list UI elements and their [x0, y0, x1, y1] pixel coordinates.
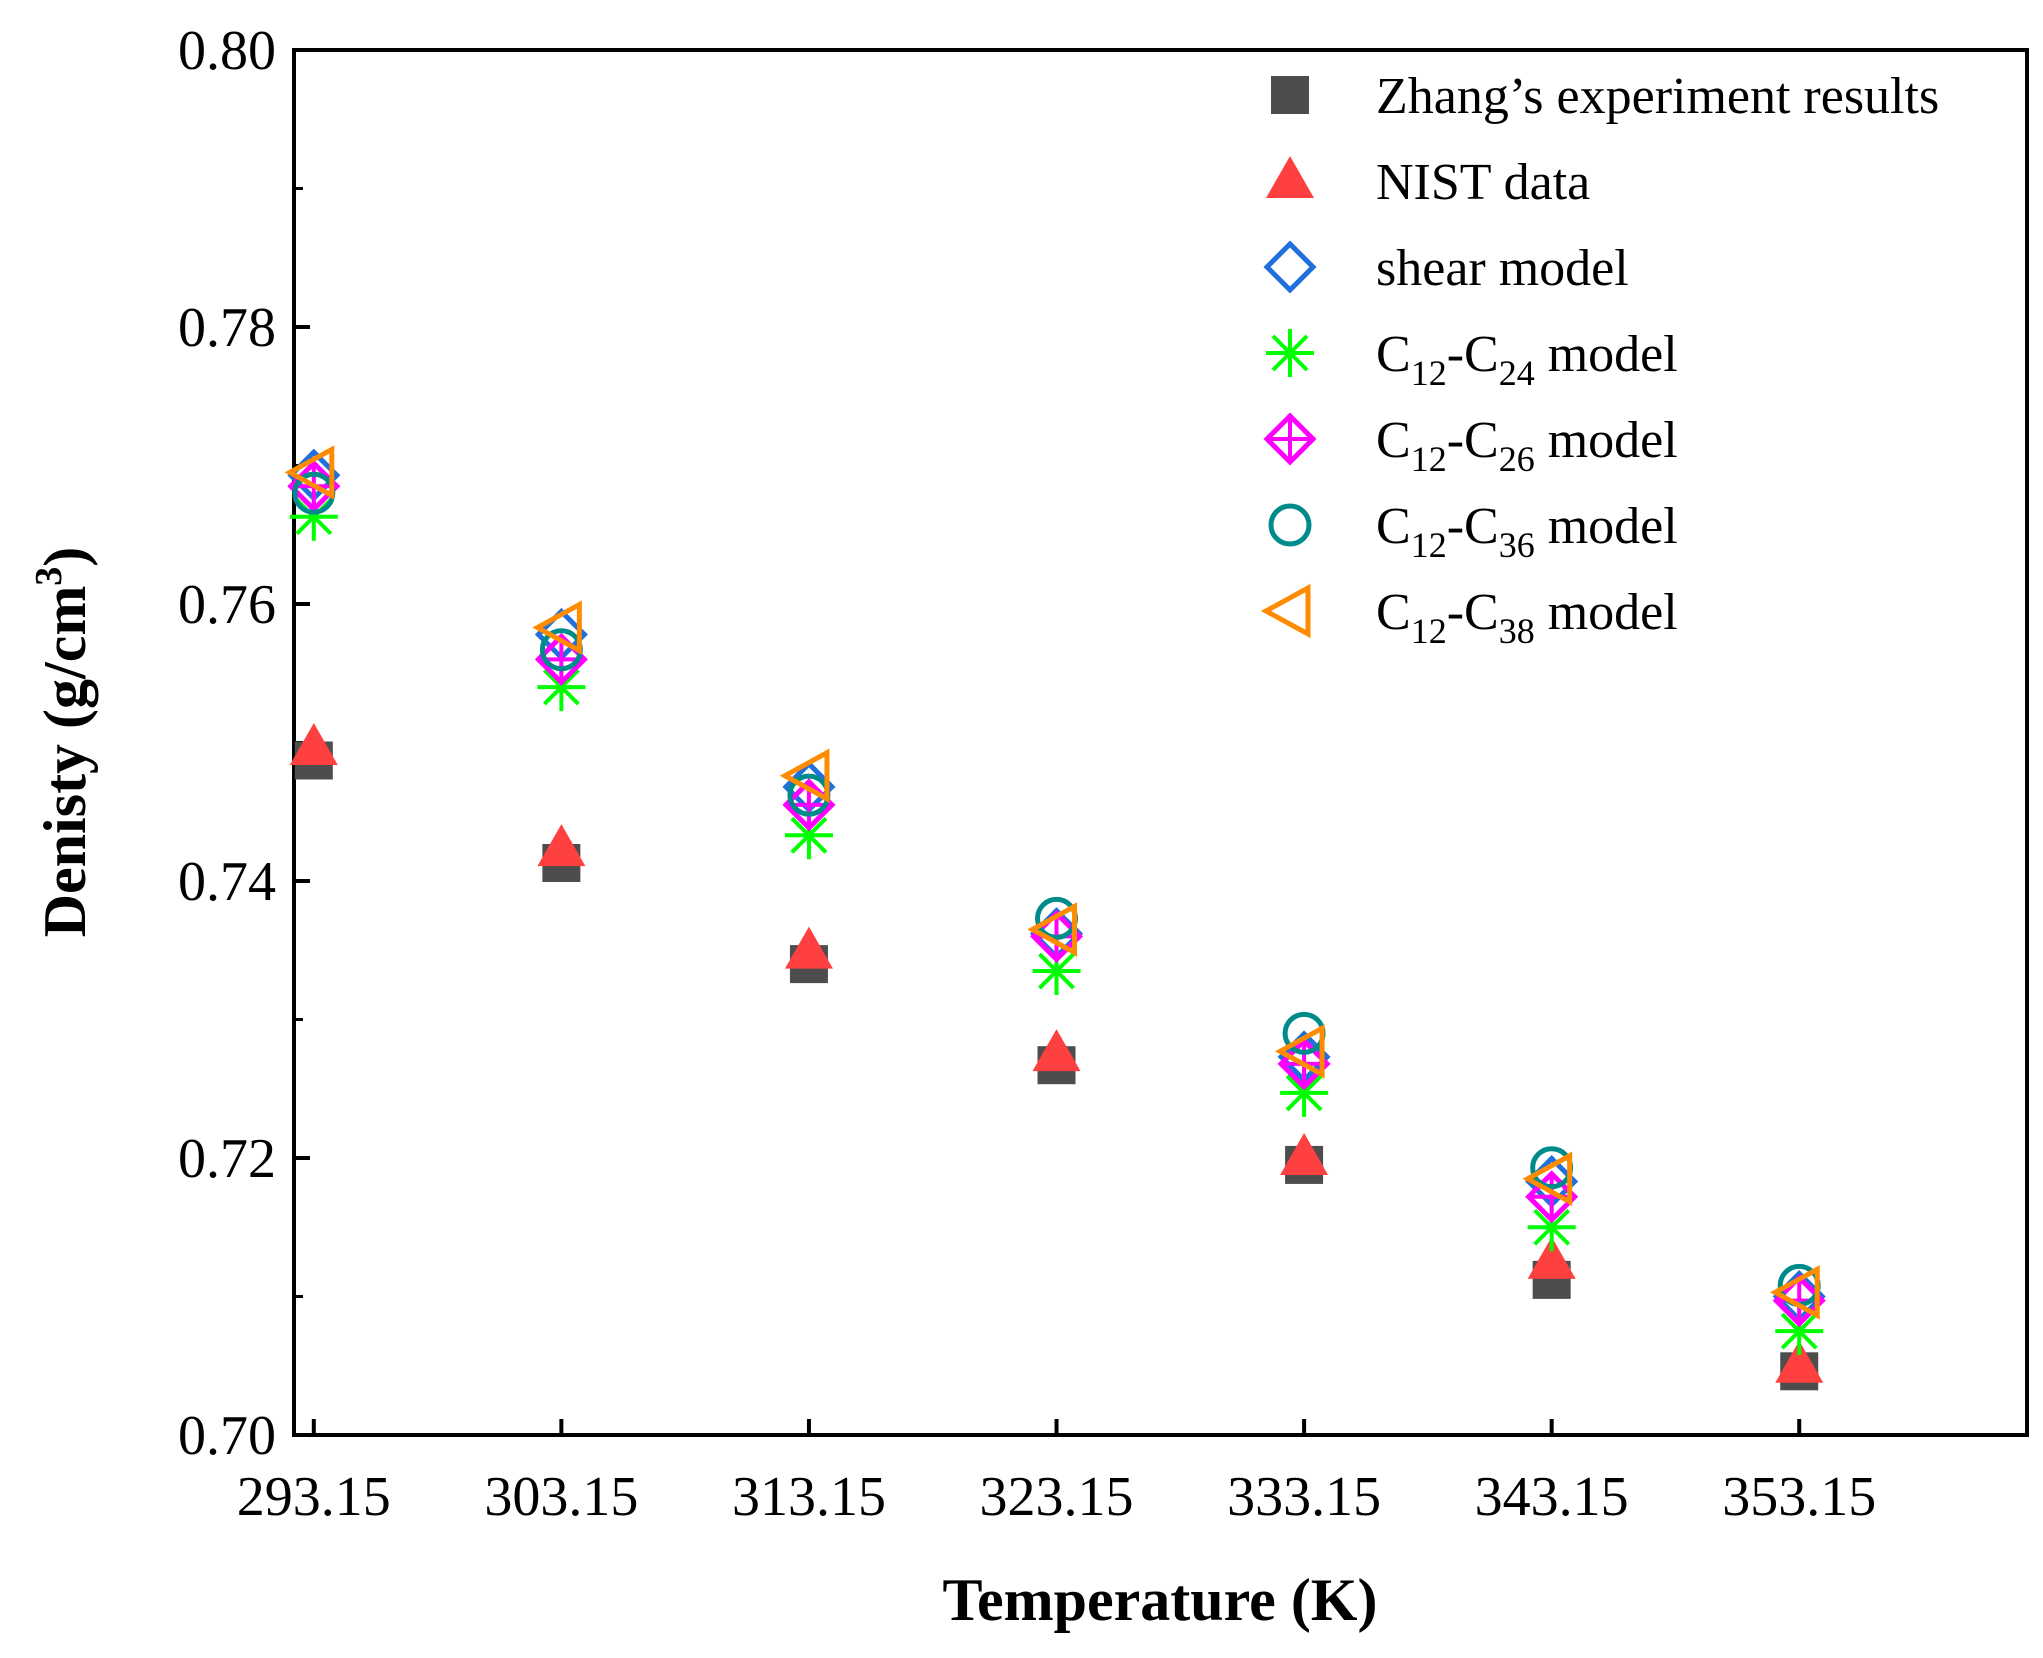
legend-label: C12-C26 model	[1376, 412, 1678, 479]
data-point	[779, 748, 830, 803]
x-tick-label: 343.15	[1475, 1466, 1629, 1528]
y-tick-label: 0.72	[178, 1128, 276, 1190]
data-point	[1522, 1151, 1573, 1206]
y-tick-label: 0.74	[178, 851, 276, 913]
legend-marker	[1271, 76, 1309, 114]
data-point	[537, 824, 586, 867]
data-point	[784, 926, 833, 969]
x-axis-title: Temperature (K)	[943, 1567, 1378, 1633]
data-markers	[284, 445, 1826, 1391]
x-tick-label: 353.15	[1722, 1466, 1876, 1528]
y-tick-label: 0.80	[178, 20, 276, 82]
axis-ticks: 0.70 0.72 0.74 0.76 0.78 0.80 293.15 303.15 313.…	[178, 20, 1876, 1528]
plot-frame	[292, 48, 2029, 1437]
data-point	[284, 445, 335, 500]
y-tick-label: 0.70	[178, 1405, 276, 1467]
data-point	[1770, 1265, 1820, 1320]
legend-marker	[1266, 156, 1314, 198]
legend-label: C12-C24 model	[1376, 326, 1678, 393]
legend-marker	[1260, 583, 1311, 639]
data-point	[1274, 1024, 1325, 1079]
legend-label: NIST data	[1376, 154, 1590, 211]
y-axis-title-main: Denisty (g/cm	[32, 586, 98, 938]
y-axis-title-sup: 3	[28, 567, 70, 586]
legend-label: C12-C38 model	[1376, 584, 1678, 651]
x-tick-label: 323.15	[980, 1466, 1134, 1528]
y-tick-label: 0.78	[178, 297, 276, 359]
data-point	[1525, 1170, 1579, 1224]
data-point	[289, 723, 338, 766]
legend-marker	[1266, 329, 1314, 377]
legend-marker	[1263, 240, 1317, 294]
y-tick-label: 0.76	[178, 574, 276, 636]
legend-label: C12-C36 model	[1376, 498, 1678, 565]
data-point	[532, 600, 582, 655]
data-point	[1280, 1133, 1329, 1175]
series-3	[289, 492, 1824, 1356]
legend-label: shear model	[1376, 240, 1629, 297]
y-axis-title: Denisty (g/cm3)	[28, 547, 98, 938]
y-axis-title-close: )	[32, 547, 98, 567]
legend-marker	[1268, 503, 1312, 547]
x-tick-label: 293.15	[237, 1466, 391, 1528]
data-point	[1027, 902, 1078, 957]
series-1	[289, 723, 1824, 1383]
x-tick-label: 333.15	[1227, 1466, 1381, 1528]
legend-label: Zhang’s experiment results	[1376, 68, 1939, 125]
data-point	[1775, 1340, 1824, 1383]
series-6	[284, 445, 1820, 1320]
legend-marker	[1263, 412, 1317, 466]
x-tick-label: 313.15	[732, 1466, 886, 1528]
legend: Zhang’s experiment results NIST data shear…	[1260, 68, 1939, 651]
series-2	[287, 448, 1826, 1324]
data-point	[1527, 1236, 1576, 1279]
x-tick-label: 303.15	[484, 1466, 638, 1528]
data-point	[1032, 1029, 1081, 1072]
